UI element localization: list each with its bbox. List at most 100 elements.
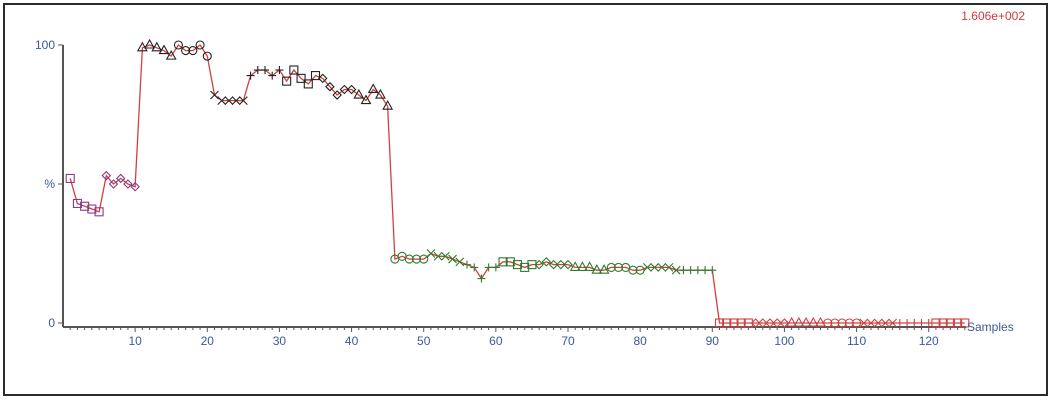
data-point-x <box>657 263 667 272</box>
data-point-diamond <box>123 179 133 189</box>
data-point-square <box>743 318 753 328</box>
data-point-diamond <box>548 259 559 270</box>
data-point-triangle <box>569 261 581 271</box>
line-chart: 10 20 30 40 50 60 70 80 90 100 110 120 100% 0 1.606e+… <box>35 9 1025 348</box>
data-point-triangle <box>815 316 826 327</box>
data-point-circle <box>837 318 847 328</box>
data-point-diamond <box>758 318 768 328</box>
x-tick-label: 20 <box>201 334 215 348</box>
data-point-square <box>65 173 75 183</box>
data-point-circle <box>195 40 205 50</box>
data-point-square <box>498 257 508 267</box>
x-tick-label: 80 <box>633 334 647 348</box>
data-point-diamond <box>339 84 350 95</box>
data-point-circle <box>852 318 862 328</box>
data-point-plus <box>470 263 479 272</box>
data-point-x <box>448 254 457 264</box>
data-point-circle <box>830 318 840 328</box>
corner-value-label: 1.606e+002 <box>961 9 1025 23</box>
data-point-diamond <box>779 318 790 328</box>
data-point-x <box>231 96 241 105</box>
data-point-plus <box>686 266 695 275</box>
data-point-x <box>642 263 652 272</box>
data-point-square <box>527 260 537 270</box>
data-point-circle <box>419 254 429 264</box>
x-tick-label: 30 <box>273 334 287 348</box>
data-point-plus <box>701 266 710 275</box>
data-point-triangle <box>591 264 603 274</box>
data-point-plus <box>477 274 486 283</box>
data-point-x <box>224 96 234 105</box>
data-point-plus <box>679 266 688 275</box>
x-tick-label: 50 <box>417 334 431 348</box>
data-point-square <box>94 207 104 217</box>
series-line <box>69 44 965 324</box>
markers <box>65 38 970 328</box>
data-point-circle <box>404 254 414 264</box>
data-point-diamond <box>115 173 126 184</box>
data-point-square <box>87 204 97 214</box>
data-point-diamond <box>317 73 328 84</box>
data-point-diamond <box>332 90 342 100</box>
data-point-square <box>938 318 948 328</box>
data-point-x <box>455 257 465 267</box>
data-point-square <box>953 318 963 328</box>
data-point-square <box>722 318 732 328</box>
data-point-square <box>289 65 299 75</box>
data-point-diamond <box>130 182 140 192</box>
data-point-square <box>80 201 90 211</box>
data-point-triangle <box>374 88 386 99</box>
data-point-plus <box>275 66 284 75</box>
data-point-triangle <box>144 38 156 49</box>
y-tick-label: 100 <box>35 38 55 52</box>
data-point-triangle <box>786 316 798 327</box>
data-point-circle <box>173 40 183 50</box>
data-point-square <box>296 73 306 83</box>
data-point-circle <box>411 254 422 264</box>
axes <box>58 44 966 332</box>
x-axis-label: Samples <box>967 320 1014 334</box>
data-point-diamond <box>325 81 335 92</box>
x-tick-label: 60 <box>489 334 503 348</box>
data-point-x <box>238 96 248 105</box>
tick-labels: 10 20 30 40 50 60 70 80 90 100 110 120 100% 0 <box>35 38 939 348</box>
data-point-square <box>72 198 82 209</box>
data-point-x <box>440 251 450 261</box>
data-point-x <box>873 318 883 328</box>
data-point-diamond <box>772 318 782 328</box>
data-point-square <box>310 71 321 81</box>
data-point-triangle <box>367 83 379 94</box>
data-point-plus <box>246 71 255 80</box>
data-point-diamond <box>534 259 544 270</box>
data-point-diamond <box>563 259 573 270</box>
y-tick-label: 0 <box>48 316 55 330</box>
data-point-triangle <box>158 44 170 55</box>
data-point-x <box>859 318 869 328</box>
data-point-x <box>888 318 898 328</box>
data-point-circle <box>613 262 624 272</box>
data-point-plus <box>261 66 269 75</box>
data-point-x <box>664 263 674 272</box>
data-point-plus <box>903 319 912 327</box>
data-point-triangle <box>382 100 394 110</box>
data-point-plus <box>895 319 904 327</box>
chart-frame: 10 20 30 40 50 60 70 80 90 100 110 120 100% 0 1.606e+… <box>3 3 1048 396</box>
data-point-x <box>671 265 681 275</box>
data-point-circle <box>844 318 854 328</box>
data-point-diamond <box>346 84 357 95</box>
data-point-square <box>931 318 941 328</box>
data-point-plus <box>253 66 262 75</box>
data-point-plus <box>463 260 471 269</box>
data-point-square <box>945 318 955 328</box>
data-point-diamond <box>541 257 552 267</box>
data-point-square <box>520 262 530 272</box>
data-point-x <box>650 263 659 272</box>
y-tick-label: % <box>44 177 55 191</box>
data-point-circle <box>181 46 191 56</box>
data-point-triangle <box>353 88 365 99</box>
data-point-triangle <box>793 316 805 327</box>
data-point-square <box>505 257 515 267</box>
data-point-square <box>282 76 292 86</box>
data-point-x <box>210 90 219 100</box>
data-point-plus <box>693 266 702 275</box>
